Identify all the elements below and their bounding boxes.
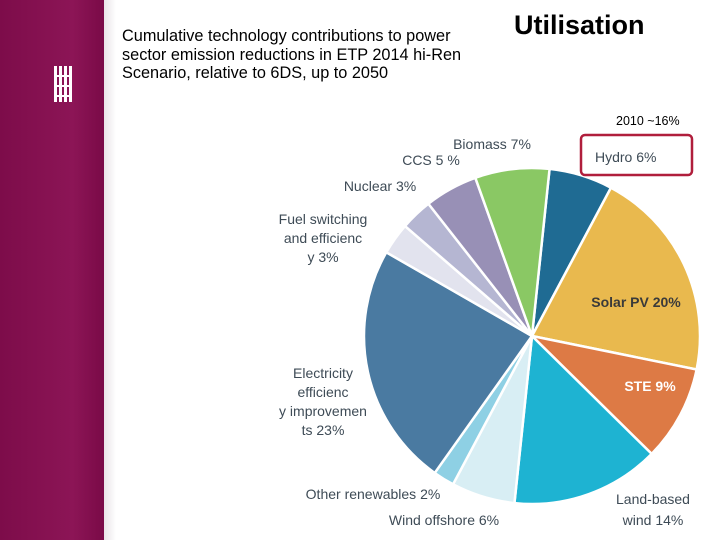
logo-icon <box>54 66 72 102</box>
pie-label-hydro: Hydro 6% <box>595 149 656 165</box>
pie-slices <box>362 166 702 506</box>
pie-label-electricity-efficiency-improvements: Electricity efficienc y improvemen ts 23% <box>279 365 367 438</box>
pie-slice-land-based-wind <box>513 334 653 506</box>
pie-slice-ste <box>530 334 698 456</box>
annotation-2010: 2010 ~16% <box>616 114 680 128</box>
highlight-box <box>579 133 694 177</box>
pie-label-fuel-switching-and-efficiency: Fuel switching and efficienc y 3% <box>279 211 368 265</box>
slide-heading: Utilisation <box>514 10 645 40</box>
pie-label-land-based-wind: Land-based wind 14% <box>616 491 690 528</box>
slide-subtitle: Cumulative technology contributions to p… <box>122 27 462 83</box>
sidebar-edge <box>104 0 116 540</box>
pie-labels: Hydro 6% Solar PV 20% STE 9% Land-based wind… <box>279 136 690 528</box>
pie-label-other-renewables: Other renewables 2% <box>306 486 441 502</box>
pie-label-biomass: Biomass 7% <box>453 136 531 152</box>
pie-label-nuclear: Nuclear 3% <box>344 178 416 194</box>
pie-slice-electricity-efficiency-improvements <box>362 251 534 475</box>
sidebar <box>0 0 104 540</box>
pie-label-wind-offshore: Wind offshore 6% <box>389 512 499 528</box>
pie-label-ste: STE 9% <box>624 378 676 394</box>
pie-slice-solar-pv <box>530 186 702 371</box>
pie-slice-biomass <box>474 166 551 338</box>
pie-label-ccs: CCS 5 % <box>402 152 460 168</box>
pie-label-solar-pv: Solar PV 20% <box>591 294 681 310</box>
